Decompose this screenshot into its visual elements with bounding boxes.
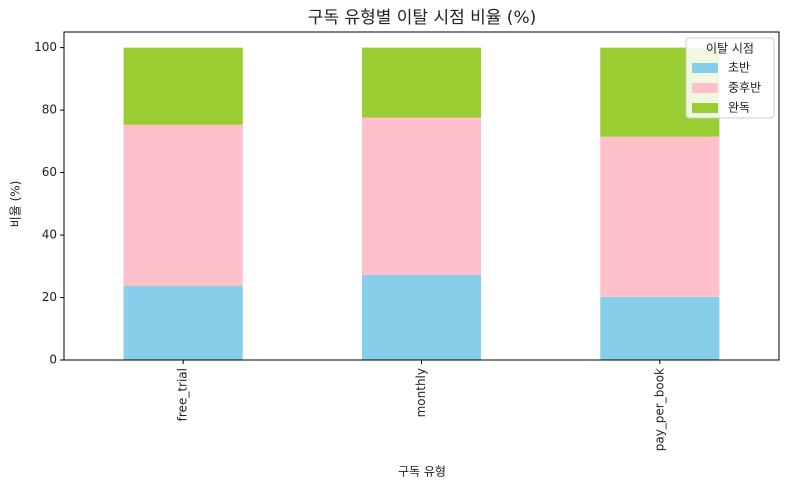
bar-segment: [361, 117, 482, 276]
chart-title: 구독 유형별 이탈 시점 비율 (%): [308, 8, 536, 28]
y-tick-label: 0: [49, 353, 57, 367]
x-tick-label: pay_per_book: [652, 368, 666, 451]
legend-label: 초반: [728, 61, 750, 75]
legend-box: [685, 37, 775, 119]
x-axis-label: 구독 유형: [398, 465, 446, 479]
bar-segment: [123, 47, 243, 125]
x-tick-label: monthly: [414, 368, 428, 417]
legend-swatch: [692, 83, 718, 93]
y-tick-label: 100: [34, 40, 57, 54]
legend-swatch: [692, 63, 718, 73]
y-tick-label: 40: [42, 228, 57, 242]
legend-swatch: [692, 103, 718, 113]
bar-segment: [123, 285, 243, 360]
bar-segment: [600, 136, 720, 297]
legend-label: 완독: [728, 101, 750, 115]
y-tick-label: 80: [42, 103, 57, 117]
bar-segment: [600, 296, 720, 360]
bar-segment: [361, 47, 482, 118]
y-tick-label: 20: [42, 290, 57, 304]
y-tick-label: 60: [42, 165, 57, 179]
x-tick-label: free_trial: [176, 368, 190, 421]
legend-label: 중후반: [728, 81, 761, 95]
y-axis-label: 비율 (%): [9, 181, 23, 228]
bar-segment: [361, 275, 482, 360]
legend-title: 이탈 시점: [706, 42, 754, 56]
plot-frame: [63, 31, 780, 361]
bar-segment: [123, 124, 243, 286]
